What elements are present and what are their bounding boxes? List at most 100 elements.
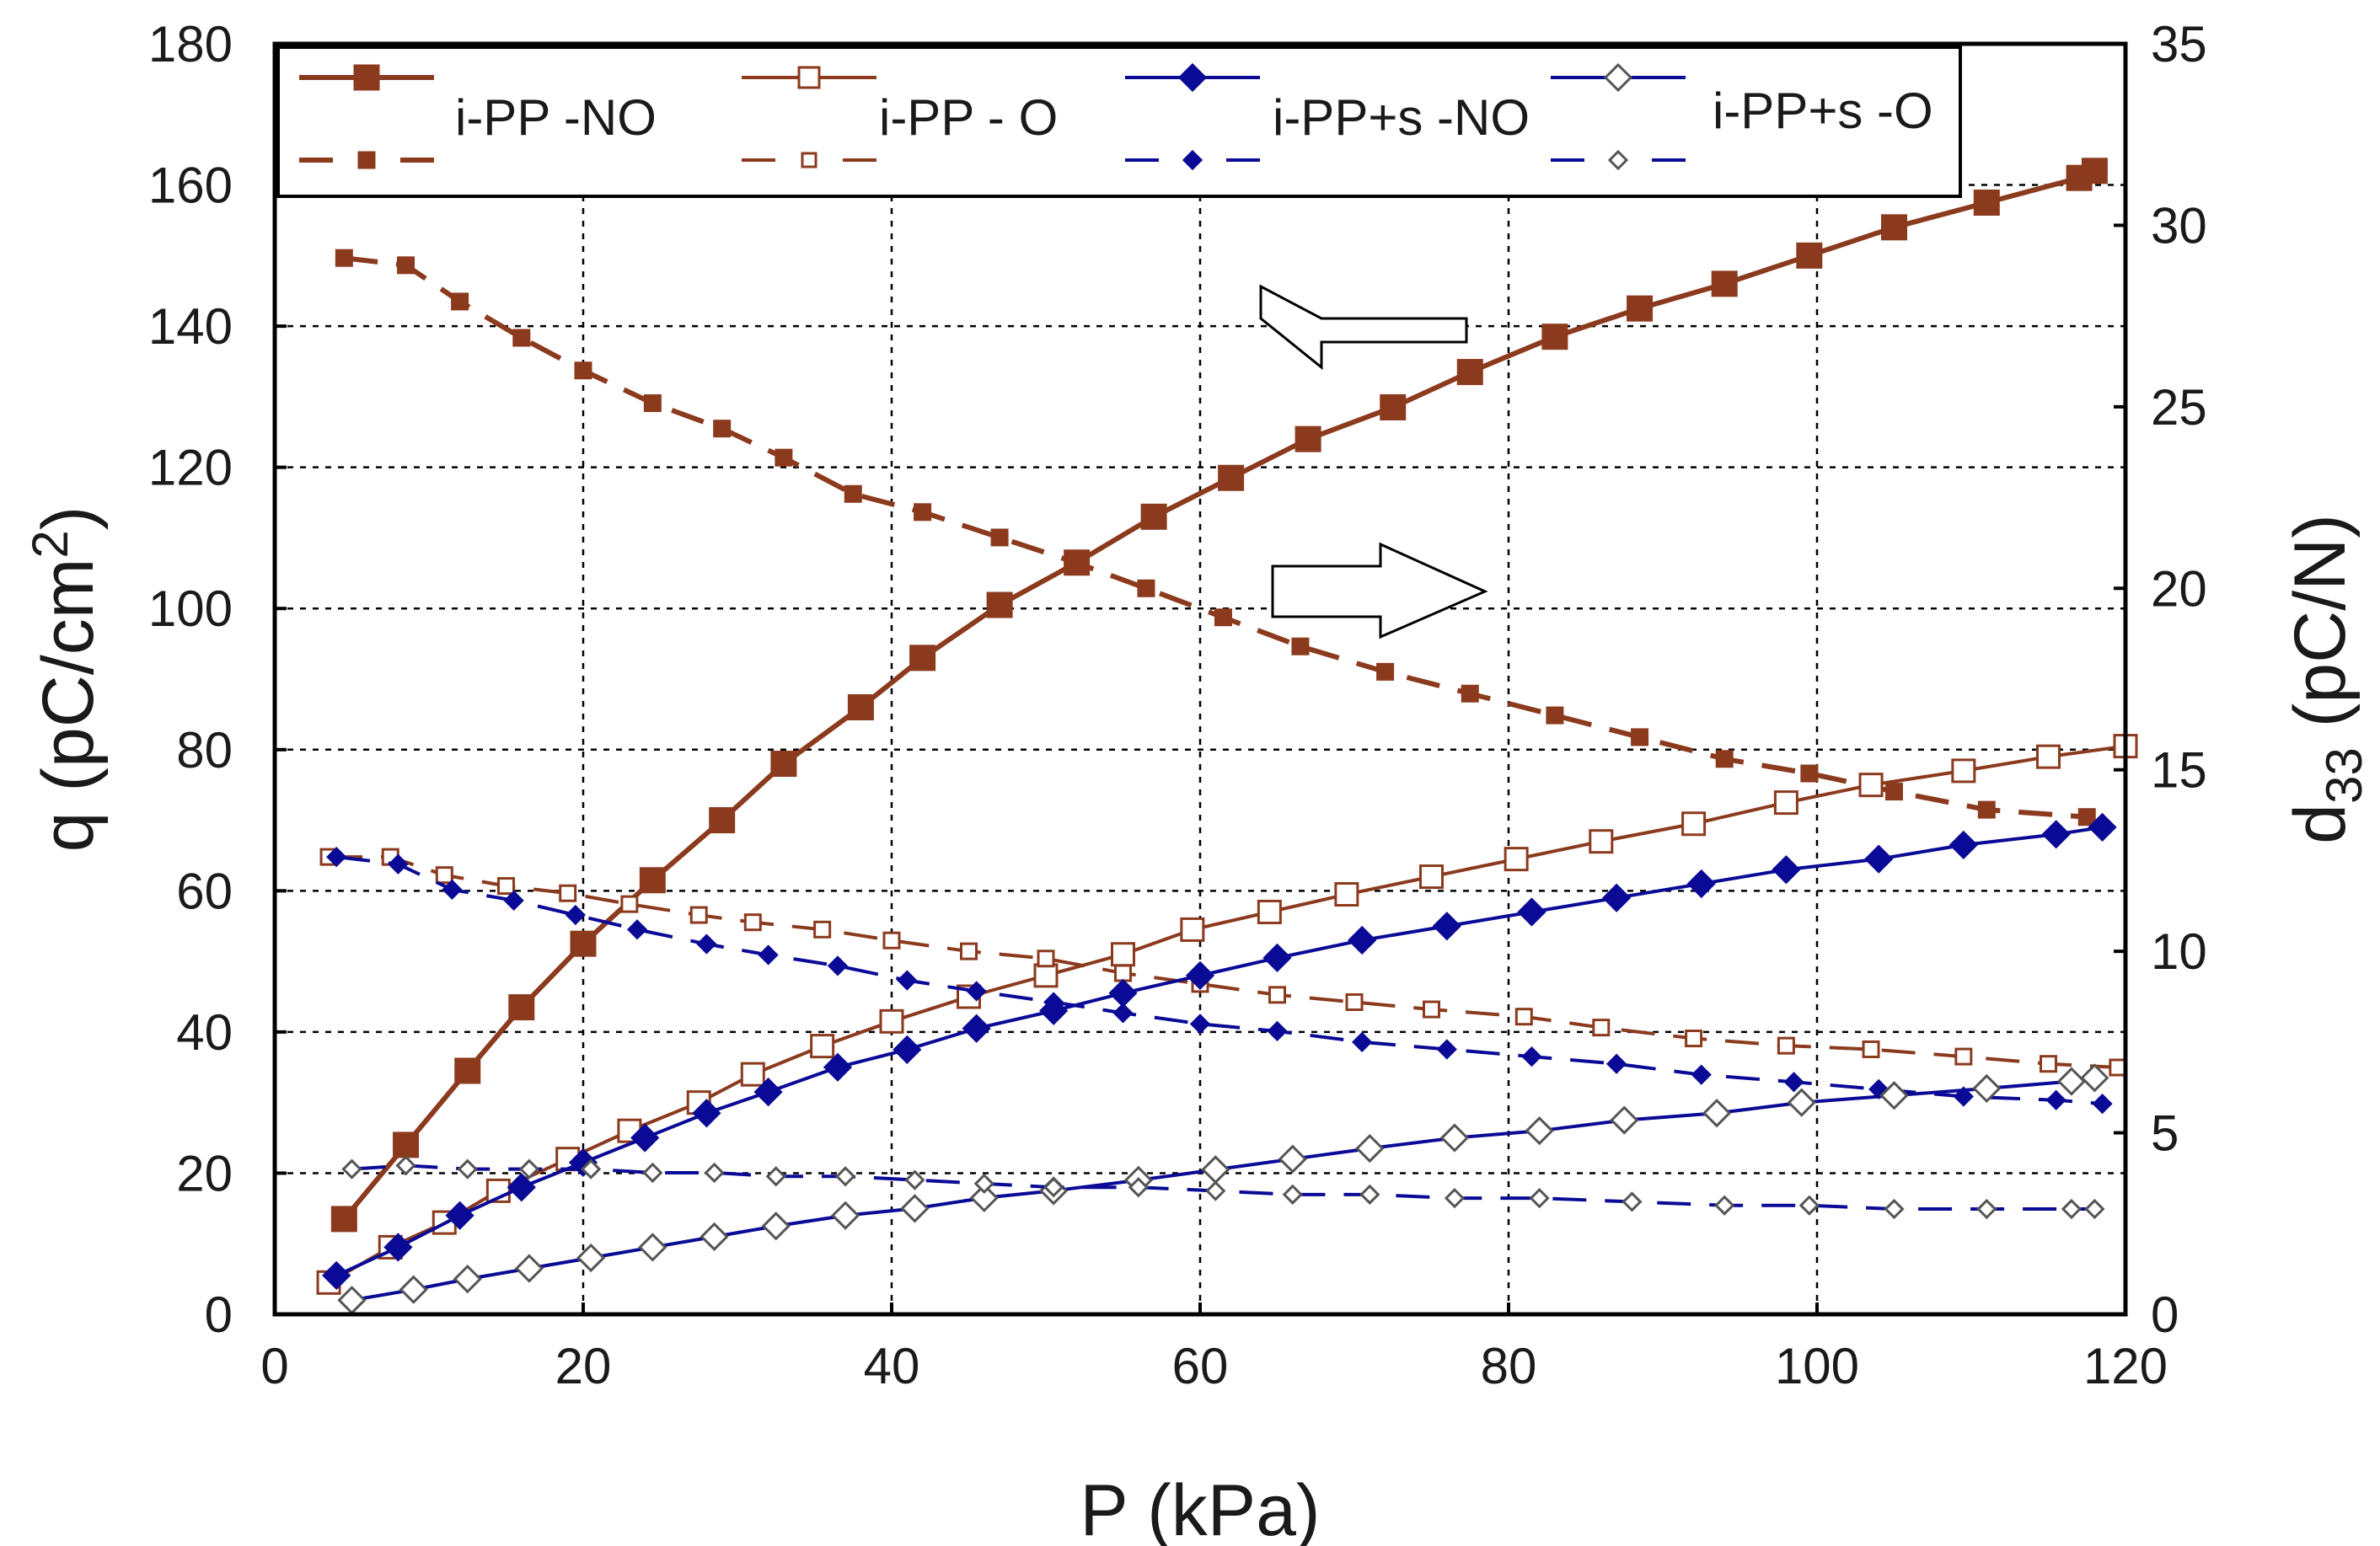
i-pp-s-no-q-point xyxy=(507,1173,536,1202)
i-pp-o-d33-point xyxy=(1345,992,1364,1011)
y2-tick-label: 15 xyxy=(2151,742,2207,799)
i-pp-s-o-d33-point xyxy=(973,1173,994,1195)
i-pp-o-d33-point xyxy=(1268,986,1286,1004)
i-pp-o-q-point xyxy=(1589,829,1614,854)
i-pp-s-no-d33-point xyxy=(388,853,409,875)
i-pp-s-o-d33-point xyxy=(1205,1180,1226,1201)
series-layer xyxy=(316,158,2138,1315)
i-pp-no-d33-point xyxy=(2077,808,2096,826)
i-pp-no-d33-point xyxy=(574,361,592,380)
i-pp-no-d33-point xyxy=(1800,764,1819,783)
y-tick-label: 80 xyxy=(176,722,233,778)
i-pp-o-d33-point xyxy=(1862,1040,1880,1058)
i-pp-o-q-point xyxy=(740,1062,765,1087)
legend-i-pp-s-o-dash-marker xyxy=(1607,149,1629,171)
i-pp-no-q-point xyxy=(770,751,797,778)
i-pp-no-q-point xyxy=(2081,158,2108,185)
y-axis-title: q (pC/cm2) xyxy=(22,506,109,853)
i-pp-s-o-d33-point xyxy=(1976,1198,1997,1220)
i-pp-s-no-q-point xyxy=(630,1123,660,1153)
i-pp-s-o-d33-point xyxy=(642,1162,663,1184)
i-pp-no-q-point xyxy=(1218,464,1245,491)
i-pp-no-q-point xyxy=(393,1131,420,1158)
i-pp-s-o-q-point xyxy=(1972,1073,2002,1104)
i-pp-no-d33-point xyxy=(990,528,1009,547)
i-pp-o-d33-point xyxy=(1592,1019,1611,1037)
legend: i-PP -NO i-PP - O i-PP+s -NO i-PP+s -O xyxy=(276,45,1962,198)
i-pp-s-o-d33-point xyxy=(518,1158,540,1180)
i-pp-no-q-point xyxy=(847,694,874,721)
i-pp-no-q-point xyxy=(1295,425,1321,452)
legend-i-pp-o-label: i-PP - O xyxy=(879,89,1058,146)
i-pp-s-no-d33-point xyxy=(2045,1089,2066,1110)
i-pp-no-d33-point xyxy=(1291,637,1310,655)
i-pp-s-no-q-point xyxy=(1772,855,1801,885)
i-pp-o-d33-point xyxy=(1423,1000,1440,1019)
i-pp-s-no-d33-point xyxy=(758,944,779,966)
i-pp-no-q-point xyxy=(1711,270,1738,297)
i-pp-no-d33-point xyxy=(643,394,662,413)
i-pp-s-o-q-point xyxy=(1525,1116,1554,1146)
i-pp-no-d33-line xyxy=(343,255,2088,820)
i-pp-s-no-q-point xyxy=(823,1052,853,1082)
i-pp-s-o-d33-point xyxy=(1714,1195,1735,1216)
i-pp-s-o-d33-point xyxy=(395,1155,416,1176)
i-pp-s-no-d33-point xyxy=(1521,1046,1542,1067)
left-arrow-annotation xyxy=(1259,284,1468,371)
i-pp-no-q-point xyxy=(570,930,597,957)
i-pp-s-o-d33-point xyxy=(1529,1188,1550,1209)
i-pp-s-no-q-point xyxy=(1686,869,1716,899)
i-pp-s-no-d33-point xyxy=(1691,1064,1712,1085)
i-pp-s-o-d33-point xyxy=(1043,1177,1064,1198)
i-pp-s-no-q-point xyxy=(1262,943,1292,973)
i-pp-s-no-q-point xyxy=(322,1260,351,1291)
legend-i-pp-s-o-label: i-PP+s -O xyxy=(1713,83,1933,139)
i-pp-no-d33-point xyxy=(1631,728,1649,746)
i-pp-s-o-q-point xyxy=(1355,1134,1385,1164)
y-tick-label: 100 xyxy=(148,580,233,637)
i-pp-no-q-point xyxy=(454,1057,481,1084)
legend-i-pp-no-dash-marker xyxy=(357,151,376,169)
i-pp-s-o-q-point xyxy=(761,1212,791,1241)
i-pp-s-o-d33-point xyxy=(2084,1198,2105,1220)
i-pp-o-d33-point xyxy=(2109,1058,2127,1077)
i-pp-o-q-point xyxy=(1951,758,1976,784)
i-pp-s-o-q-point xyxy=(700,1222,729,1251)
i-pp-no-d33-point xyxy=(1977,800,1996,819)
i-pp-s-o-q-point xyxy=(830,1201,860,1230)
legend-i-pp-no-solid-marker xyxy=(353,64,380,91)
y-tick-label: 180 xyxy=(148,16,233,72)
i-pp-s-o-d33-point xyxy=(341,1158,362,1180)
i-pp-s-o-q-point xyxy=(638,1233,667,1262)
i-pp-no-d33-point xyxy=(335,249,353,267)
i-pp-o-d33-point xyxy=(435,866,453,885)
i-pp-s-no-d33-point xyxy=(2092,1093,2113,1115)
i-pp-no-d33-point xyxy=(512,329,531,347)
y-tick-label: 60 xyxy=(176,863,233,919)
i-pp-s-o-d33-point xyxy=(457,1158,478,1180)
i-pp-s-no-d33-point xyxy=(442,879,463,901)
i-pp-s-o-d33-point xyxy=(1359,1184,1380,1205)
legend-i-pp-o-solid-marker xyxy=(797,66,821,89)
y-tick-label: 0 xyxy=(205,1287,233,1343)
x-tick-label: 0 xyxy=(260,1338,288,1394)
axes: 0 20 40 60 80 100 1200204060801001201401601800… xyxy=(148,16,2207,1394)
i-pp-o-d33-point xyxy=(1954,1047,1973,1066)
x-tick-label: 120 xyxy=(2083,1338,2168,1394)
y2-tick-label: 20 xyxy=(2151,560,2207,617)
i-pp-o-q-point xyxy=(2036,744,2061,769)
i-pp-no-d33-point xyxy=(451,292,469,311)
i-pp-s-no-q-point xyxy=(1185,960,1215,990)
i-pp-o-d33-point xyxy=(497,877,515,896)
i-pp-o-d33-point xyxy=(1777,1036,1795,1055)
legend-i-pp-no-label: i-PP -NO xyxy=(455,89,657,146)
i-pp-s-o-q-point xyxy=(576,1243,606,1273)
y2-tick-label: 35 xyxy=(2151,16,2207,72)
i-pp-o-q-point xyxy=(1033,963,1059,988)
i-pp-s-no-d33-point xyxy=(1436,1039,1457,1060)
i-pp-s-o-d33-point xyxy=(904,1169,925,1190)
i-pp-s-o-d33-point xyxy=(581,1158,602,1180)
i-pp-no-q-point xyxy=(709,807,736,834)
i-pp-no-d33-point xyxy=(1885,783,1903,801)
